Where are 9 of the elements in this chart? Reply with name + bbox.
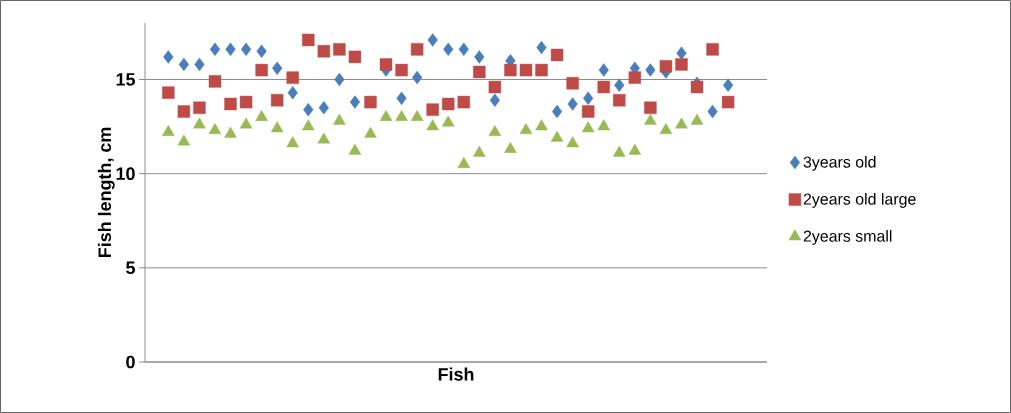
x-axis-title: Fish: [438, 367, 474, 381]
legend-label: 2years small: [803, 230, 892, 245]
legend-label: 2years old large: [803, 193, 916, 208]
y-tick-label: 10: [116, 167, 135, 181]
y-axis-title: Fish length, cm: [97, 127, 115, 258]
y-tick-label: 15: [116, 73, 135, 86]
y-tick-label: 0: [126, 355, 135, 369]
legend-label: 3years old: [803, 156, 876, 171]
y-tick-label: 5: [126, 261, 135, 275]
